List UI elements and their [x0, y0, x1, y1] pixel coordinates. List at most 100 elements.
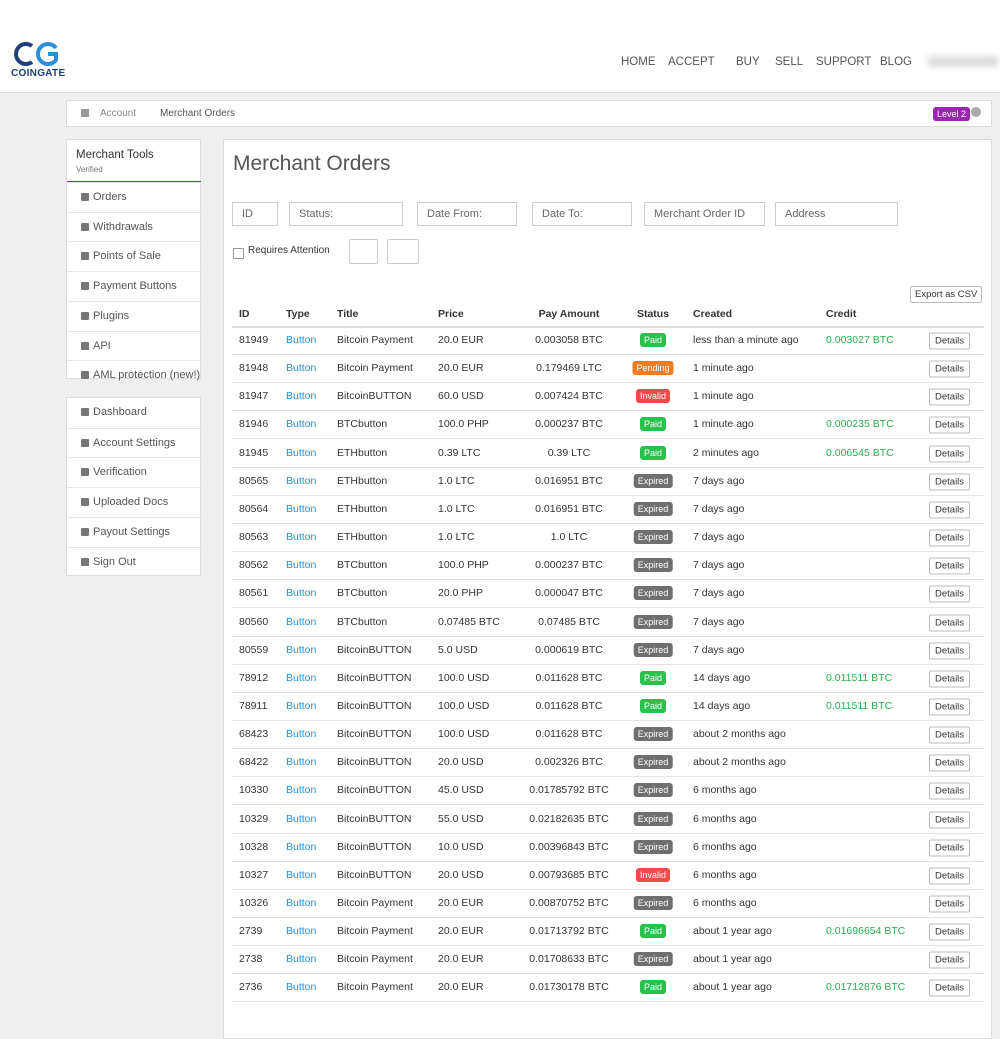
details-button[interactable]: Details	[929, 557, 971, 575]
type-link[interactable]: Button	[286, 756, 317, 769]
type-link[interactable]: Button	[286, 868, 317, 881]
details-button[interactable]: Details	[929, 642, 971, 660]
item-label[interactable]: Points of Sale	[93, 250, 161, 263]
sidebar-item[interactable]: Payment Buttons	[67, 271, 201, 300]
sidebar-item[interactable]: Dashboard	[67, 398, 201, 427]
item-label[interactable]: Uploaded Docs	[93, 496, 169, 509]
item-label[interactable]: Payout Settings	[93, 525, 171, 538]
sidebar-item[interactable]: API	[67, 330, 201, 360]
sidebar-item[interactable]: Withdrawals	[67, 211, 201, 241]
type-link[interactable]: Button	[286, 671, 317, 684]
nav-link[interactable]: HOME	[621, 56, 656, 68]
details-button[interactable]: Details	[929, 585, 971, 603]
breadcrumb-item[interactable]: Account	[100, 108, 137, 119]
item-label[interactable]: Withdrawals	[93, 220, 153, 233]
details-button[interactable]: Details	[929, 332, 971, 350]
type-link[interactable]: Button	[286, 362, 317, 375]
type-link[interactable]: Button	[286, 840, 317, 853]
item-label[interactable]: Dashboard	[93, 406, 147, 418]
details-button[interactable]: Details	[929, 839, 971, 857]
item-label[interactable]: API	[93, 339, 111, 352]
filter-input[interactable]: Date To:	[532, 202, 632, 226]
filter-button[interactable]	[349, 239, 378, 264]
type-link[interactable]: Button	[286, 531, 317, 544]
cell-text: 0.39 LTC	[547, 446, 591, 459]
filter-input[interactable]: Merchant Order ID	[644, 202, 765, 226]
sidebar-item[interactable]: Points of Sale	[67, 241, 201, 270]
sidebar-item[interactable]: AML protection (new!)	[67, 360, 201, 389]
nav-link[interactable]: SUPPORT	[816, 56, 872, 68]
checkbox[interactable]	[233, 248, 244, 259]
type-link[interactable]: Button	[286, 587, 317, 600]
nav-link[interactable]: ACCEPT	[668, 56, 715, 68]
filter-input[interactable]: Address	[775, 202, 898, 226]
nav-link[interactable]: BUY	[736, 56, 760, 68]
cell-text: 0.016951 BTC	[535, 474, 603, 487]
type-link[interactable]: Button	[286, 615, 317, 628]
item-label[interactable]: Sign Out	[93, 555, 136, 568]
level-badge[interactable]: Level 2	[933, 107, 971, 121]
sidebar-item[interactable]: Orders	[67, 182, 201, 211]
details-button[interactable]: Details	[929, 698, 971, 716]
details-button[interactable]: Details	[929, 923, 971, 941]
sidebar-item[interactable]: Uploaded Docs	[67, 487, 201, 516]
details-button[interactable]: Details	[929, 473, 971, 491]
details-button[interactable]: Details	[929, 782, 971, 800]
item-label[interactable]: Plugins	[93, 309, 130, 322]
type-link[interactable]: Button	[286, 502, 317, 515]
type-link[interactable]: Button	[286, 418, 317, 431]
type-link[interactable]: Button	[286, 981, 317, 994]
nav-link[interactable]: BLOG	[880, 56, 912, 68]
type-link[interactable]: Button	[286, 925, 317, 938]
filter-input[interactable]: Status:	[289, 202, 403, 226]
details-button[interactable]: Details	[929, 388, 971, 406]
filter-input[interactable]: Date From:	[417, 202, 517, 226]
cell-text: BitcoinBUTTON	[337, 756, 412, 769]
item-label[interactable]: Payment Buttons	[93, 280, 177, 293]
type-link[interactable]: Button	[286, 728, 317, 741]
sidebar-item[interactable]: Account Settings	[67, 427, 201, 457]
help-icon[interactable]	[971, 107, 981, 117]
checkbox-label[interactable]: Requires Attention	[248, 245, 330, 256]
details-button[interactable]: Details	[929, 754, 971, 772]
home-icon[interactable]	[81, 109, 89, 117]
details-button[interactable]: Details	[929, 614, 971, 631]
type-link[interactable]: Button	[286, 784, 317, 797]
type-link[interactable]: Button	[286, 953, 317, 966]
type-link[interactable]: Button	[286, 474, 317, 487]
type-link[interactable]: Button	[286, 334, 317, 346]
type-link[interactable]: Button	[286, 643, 317, 656]
sidebar-item[interactable]: Sign Out	[67, 546, 201, 576]
details-button[interactable]: Details	[929, 979, 971, 997]
type-link[interactable]: Button	[286, 390, 317, 403]
export-button[interactable]: Export as CSV	[910, 286, 983, 303]
type-link[interactable]: Button	[286, 559, 317, 572]
item-label[interactable]: Orders	[93, 191, 127, 203]
details-button[interactable]: Details	[929, 951, 971, 969]
type-link[interactable]: Button	[286, 699, 317, 712]
sidebar-item[interactable]: Verification	[67, 457, 201, 486]
details-button[interactable]: Details	[929, 670, 971, 688]
nav-link[interactable]: SELL	[775, 56, 804, 68]
sidebar-item[interactable]: Payout Settings	[67, 516, 201, 546]
item-label[interactable]: AML protection (new!)	[93, 369, 201, 382]
details-button[interactable]: Details	[929, 501, 971, 519]
item-label[interactable]: Account Settings	[93, 436, 176, 449]
details-button[interactable]: Details	[929, 529, 971, 547]
details-button[interactable]: Details	[929, 867, 971, 885]
details-button[interactable]: Details	[929, 726, 971, 744]
cell-text: 10328	[239, 840, 269, 853]
type-link[interactable]: Button	[286, 446, 317, 459]
details-button[interactable]: Details	[929, 445, 971, 463]
type-link[interactable]: Button	[286, 897, 317, 909]
details-button[interactable]: Details	[929, 360, 971, 378]
details-button[interactable]: Details	[929, 811, 971, 829]
details-button[interactable]: Details	[929, 895, 971, 913]
sidebar-item[interactable]: Plugins	[67, 300, 201, 330]
cell-text: 0.01712876 BTC	[826, 981, 906, 994]
type-link[interactable]: Button	[286, 812, 317, 825]
item-label[interactable]: Verification	[93, 466, 147, 479]
details-button[interactable]: Details	[929, 416, 971, 434]
clear-button[interactable]	[387, 239, 419, 264]
filter-input[interactable]: ID	[232, 202, 278, 226]
